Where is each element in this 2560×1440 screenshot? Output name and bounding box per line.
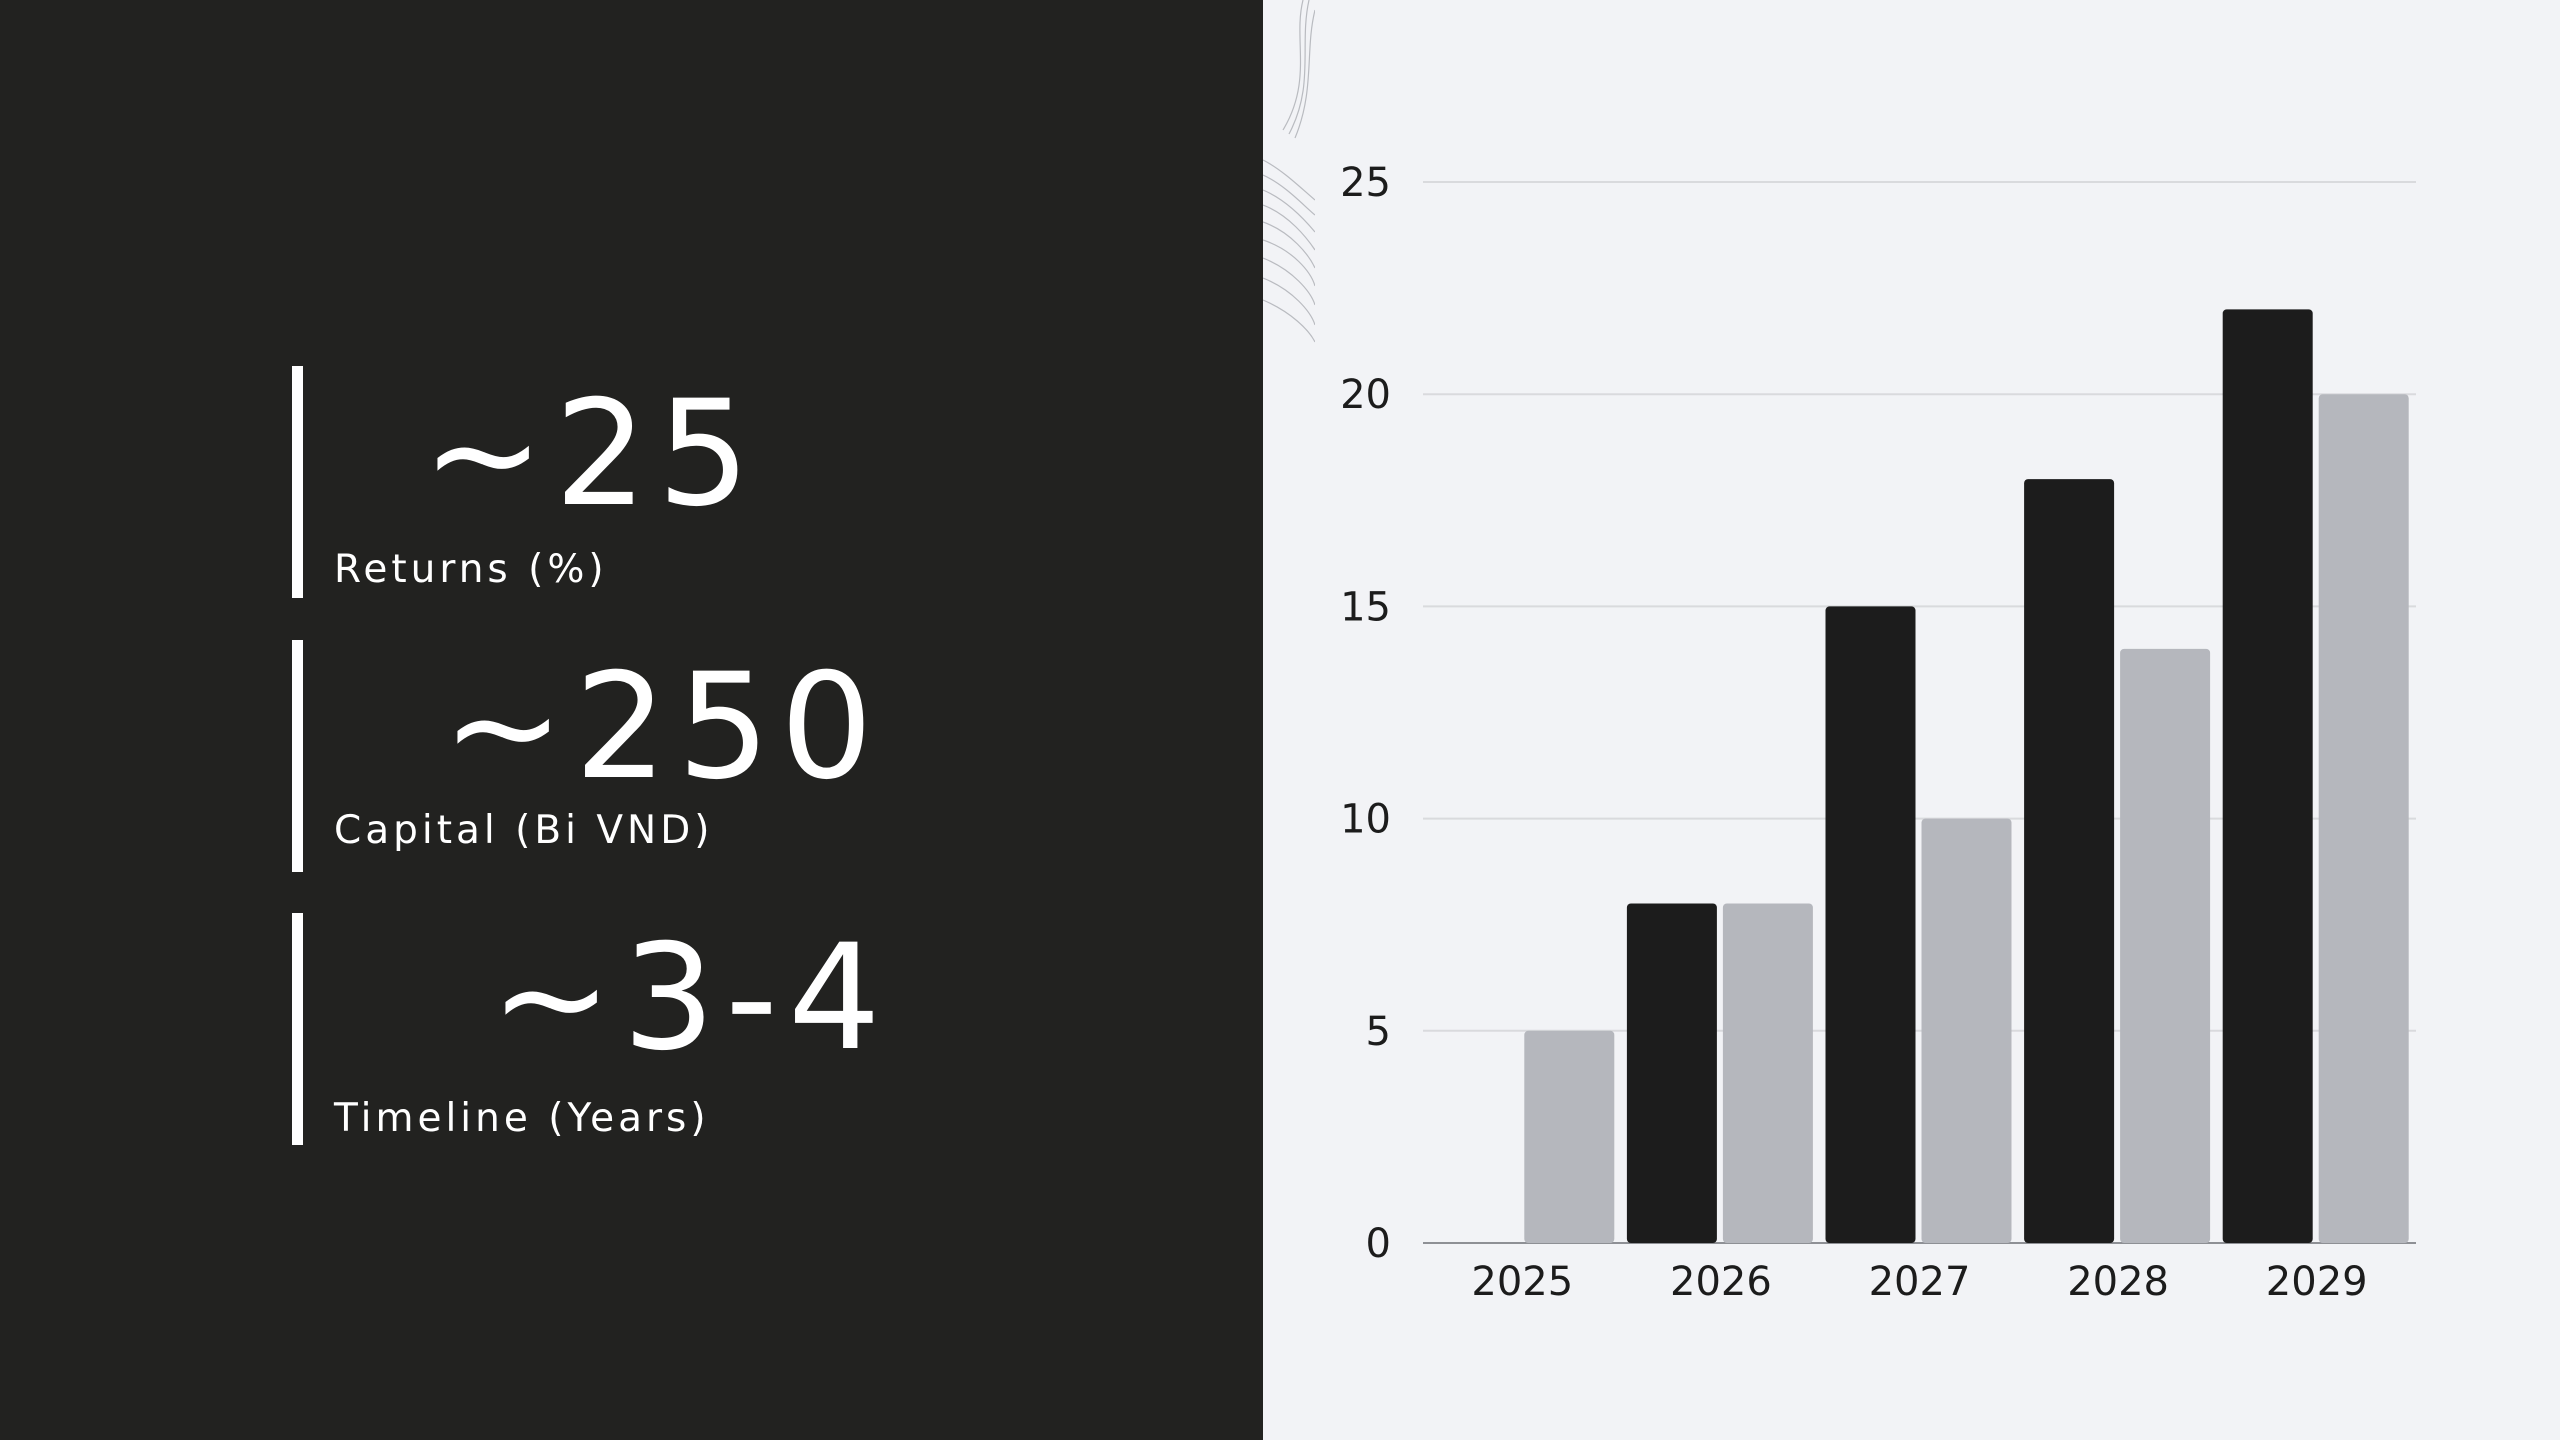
y-tick-label: 5 <box>1366 1009 1391 1055</box>
bar-2029-series-1 <box>2222 309 2313 1243</box>
y-tick-label: 10 <box>1340 797 1391 843</box>
stat-value: ~250 <box>442 642 884 812</box>
stat-label: Capital (Bi VND) <box>334 808 714 853</box>
bar-2027-series-2 <box>1921 818 2012 1243</box>
stat-returns: ~25 Returns (%) <box>292 366 992 598</box>
x-tick-label: 2027 <box>1869 1259 1971 1305</box>
x-tick-label: 2026 <box>1670 1259 1772 1305</box>
stat-value: ~25 <box>422 369 761 539</box>
y-tick-label: 15 <box>1340 584 1391 630</box>
x-tick-label: 2029 <box>2266 1259 2368 1305</box>
stat-divider-bar <box>292 913 303 1145</box>
stat-divider-bar <box>292 366 303 598</box>
x-tick-label: 2025 <box>1471 1259 1573 1305</box>
stat-timeline: ~3-4 Timeline (Years) <box>292 913 992 1145</box>
bar-2029-series-2 <box>2318 394 2409 1243</box>
stat-capital: ~250 Capital (Bi VND) <box>292 640 992 872</box>
y-tick-label: 0 <box>1366 1221 1391 1267</box>
left-panel: ~25 Returns (%) ~250 Capital (Bi VND) ~3… <box>0 0 1263 1440</box>
stat-value: ~3-4 <box>490 913 891 1083</box>
y-tick-label: 25 <box>1340 160 1391 206</box>
bar-2028-series-2 <box>2120 648 2211 1243</box>
bar-2026-series-1 <box>1626 903 1717 1243</box>
bar-2028-series-1 <box>2024 479 2115 1244</box>
bar-2026-series-2 <box>1722 903 1813 1243</box>
x-tick-label: 2028 <box>2067 1259 2169 1305</box>
stat-divider-bar <box>292 640 303 872</box>
y-tick-label: 20 <box>1340 372 1391 418</box>
bar-2027-series-1 <box>1825 606 1916 1243</box>
stat-label: Returns (%) <box>334 547 608 592</box>
bar-2025-series-2 <box>1524 1030 1615 1243</box>
stat-label: Timeline (Years) <box>334 1096 710 1141</box>
contour-lines-decoration <box>1263 0 1315 343</box>
